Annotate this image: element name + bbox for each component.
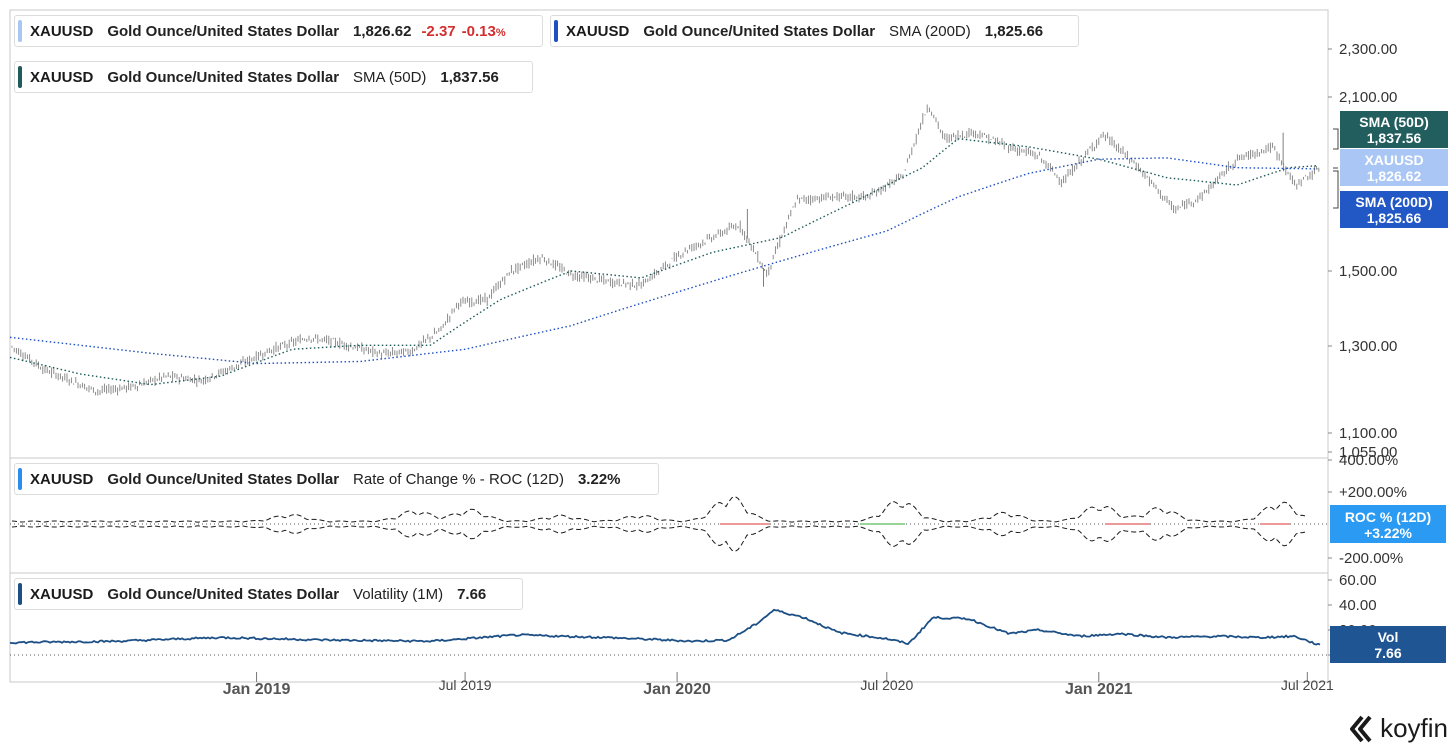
legend-sma50-symbol: XAUUSD: [30, 68, 94, 86]
x-tick-label: Jul 2020: [860, 677, 913, 693]
roc-y-tick-label: +200.00%: [1339, 484, 1407, 501]
legend-roc-name: Gold Ounce/United States Dollar: [107, 470, 340, 488]
roc-layer: [11, 496, 1306, 552]
price-y-tick-label: 2,100.00: [1339, 89, 1397, 106]
legend-sma50-name: Gold Ounce/United States Dollar: [107, 68, 340, 86]
roc-upper-line: [11, 496, 1306, 523]
price-y-tick-label: 1,500.00: [1339, 263, 1397, 280]
tag-price-line1: XAUUSD: [1364, 152, 1424, 168]
legend-vol-symbol: XAUUSD: [30, 585, 94, 603]
tag-connector: [1333, 170, 1339, 209]
tag-vol-line2: 7.66: [1374, 645, 1402, 661]
tag-sma200-line1: SMA (200D): [1355, 194, 1433, 210]
legend-sma200[interactable]: XAUUSD Gold Ounce/United States Dollar S…: [550, 15, 1079, 47]
x-tick-label: Jul 2019: [439, 677, 492, 693]
price-y-tick-label: 1,100.00: [1339, 425, 1397, 442]
vol-y-tick-label: 40.00: [1339, 597, 1377, 614]
price-y-tick-label: 1,055.00: [1339, 444, 1397, 461]
legend-roc-symbol: XAUUSD: [30, 470, 94, 488]
sma200-line: [9, 157, 1318, 365]
legend-roc-indicator: Rate of Change % - ROC (12D): [353, 470, 564, 488]
tag-sma50-line2: 1,837.56: [1366, 130, 1422, 146]
koyfin-k-icon: [1350, 715, 1372, 742]
legend-sma50-swatch: [18, 66, 22, 88]
legend-sma200-swatch: [554, 20, 558, 42]
roc-lower-line: [11, 525, 1306, 552]
roc-y-tick-label: 400.00%: [1339, 452, 1398, 469]
legend-vol-value: 7.66: [457, 585, 487, 603]
tag-price-line2: 1,826.62: [1366, 168, 1422, 184]
tag-roc: ROC % (12D) +3.22%: [1330, 505, 1446, 543]
legend-vol-indicator: Volatility (1M): [353, 585, 444, 603]
legend-vol[interactable]: XAUUSD Gold Ounce/United States Dollar V…: [14, 578, 523, 610]
legend-vol-name: Gold Ounce/United States Dollar: [107, 585, 340, 603]
tag-sma50: SMA (50D) 1,837.56: [1340, 111, 1448, 148]
volatility-line: [9, 608, 1321, 646]
legend-price-name: Gold Ounce/United States Dollar: [107, 22, 340, 40]
koyfin-wordmark: koyfin: [1380, 713, 1448, 743]
tag-roc-line2: +3.22%: [1364, 525, 1412, 541]
vol-layer: [9, 608, 1321, 646]
x-tick-label: Jan 2020: [643, 681, 711, 698]
legend-price-swatch: [18, 20, 22, 42]
legend-price-change-pct: -0.13%: [462, 23, 506, 40]
legend-roc-value: 3.22%: [577, 470, 621, 488]
legend-sma200-indicator: SMA (200D): [889, 22, 971, 40]
tag-sma200: SMA (200D) 1,825.66: [1340, 191, 1448, 228]
legend-sma200-name: Gold Ounce/United States Dollar: [643, 22, 876, 40]
legend-sma50[interactable]: XAUUSD Gold Ounce/United States Dollar S…: [14, 61, 533, 93]
legend-roc[interactable]: XAUUSD Gold Ounce/United States Dollar R…: [14, 463, 659, 495]
legend-price-symbol: XAUUSD: [30, 22, 94, 40]
legend-price-last: 1,826.62: [353, 22, 412, 40]
legend-sma200-symbol: XAUUSD: [566, 22, 630, 40]
tag-price: XAUUSD 1,826.62: [1340, 149, 1448, 186]
sma50-line: [9, 138, 1319, 386]
tag-connector: [1333, 128, 1339, 150]
tag-vol-line1: Vol: [1377, 629, 1399, 645]
price-layer: [9, 104, 1320, 396]
legend-roc-swatch: [18, 468, 22, 490]
tag-sma50-line1: SMA (50D): [1359, 114, 1429, 130]
roc-y-tick-label: -200.00%: [1339, 550, 1403, 567]
legend-price-change: -2.37: [421, 22, 456, 40]
x-tick-label: Jul 2021: [1281, 677, 1334, 693]
tag-roc-line1: ROC % (12D): [1344, 509, 1432, 525]
tag-sma200-line2: 1,825.66: [1366, 210, 1422, 226]
legend-sma50-value: 1,837.56: [440, 68, 499, 86]
tag-connectors: [1333, 128, 1339, 209]
change-pct-value: -0.13: [461, 22, 496, 40]
vol-y-tick-label: 60.00: [1339, 572, 1377, 589]
legend-price[interactable]: XAUUSD Gold Ounce/United States Dollar 1…: [14, 15, 543, 47]
tag-vol: Vol 7.66: [1330, 626, 1446, 663]
koyfin-logo: koyfin: [1348, 713, 1448, 744]
legend-sma50-indicator: SMA (50D): [353, 68, 427, 86]
legend-vol-swatch: [18, 583, 22, 605]
price-y-tick-label: 1,300.00: [1339, 338, 1397, 355]
x-tick-label: Jan 2021: [1065, 681, 1133, 698]
x-tick-label: Jan 2019: [223, 681, 291, 698]
legend-sma200-value: 1,825.66: [984, 22, 1044, 40]
price-y-tick-label: 2,300.00: [1339, 41, 1397, 58]
change-pct-sign: %: [495, 26, 506, 39]
